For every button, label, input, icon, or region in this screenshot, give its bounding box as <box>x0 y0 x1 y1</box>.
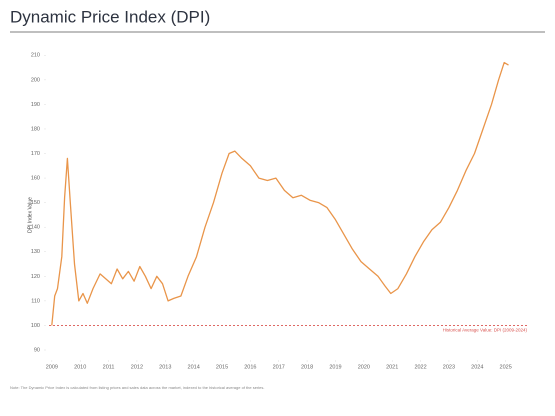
x-tick-label: 2015 <box>216 364 228 370</box>
y-tick-label: 100 <box>31 323 40 329</box>
x-tick-label: 2024 <box>471 364 483 370</box>
y-tick-label: 170 <box>31 151 40 157</box>
y-tick-label: 180 <box>31 126 40 132</box>
data-line <box>51 61 509 326</box>
y-axis-label: DPI Index Value <box>27 197 33 233</box>
x-tick-label: 2025 <box>500 364 512 370</box>
x-tick-label: 2021 <box>386 364 398 370</box>
x-tick-label: 2014 <box>188 364 200 370</box>
x-tick-label: 2012 <box>131 364 143 370</box>
x-tick-label: 2010 <box>74 364 86 370</box>
y-tick-label: 90 <box>34 347 40 353</box>
x-tick-label: 2020 <box>358 364 370 370</box>
y-tick-label: 130 <box>31 249 40 255</box>
chart-title: Dynamic Price Index (DPI) <box>10 7 210 26</box>
y-tick-label: 120 <box>31 274 40 280</box>
x-tick-label: 2019 <box>329 364 341 370</box>
y-tick-label: 160 <box>31 176 40 182</box>
x-tick-label: 2022 <box>414 364 426 370</box>
x-tick-label: 2018 <box>301 364 313 370</box>
x-tick-label: 2013 <box>159 364 171 370</box>
note: Note: The Dynamic Price Index is calcula… <box>10 385 265 390</box>
x-tick-label: 2016 <box>244 364 256 370</box>
reference-label: Historical Average Value: DPI (2009-2024… <box>443 328 528 333</box>
y-tick-label: 110 <box>31 298 40 304</box>
y-tick-label: 140 <box>31 225 40 231</box>
x-tick-label: 2023 <box>443 364 455 370</box>
y-tick-label: 150 <box>31 200 40 206</box>
x-tick-label: 2011 <box>103 364 115 370</box>
y-tick-label: 190 <box>31 102 40 108</box>
y-tick-label: 210 <box>31 53 40 59</box>
x-tick-label: 2009 <box>46 364 58 370</box>
x-tick-label: 2017 <box>273 364 285 370</box>
y-tick-label: 200 <box>31 77 40 83</box>
